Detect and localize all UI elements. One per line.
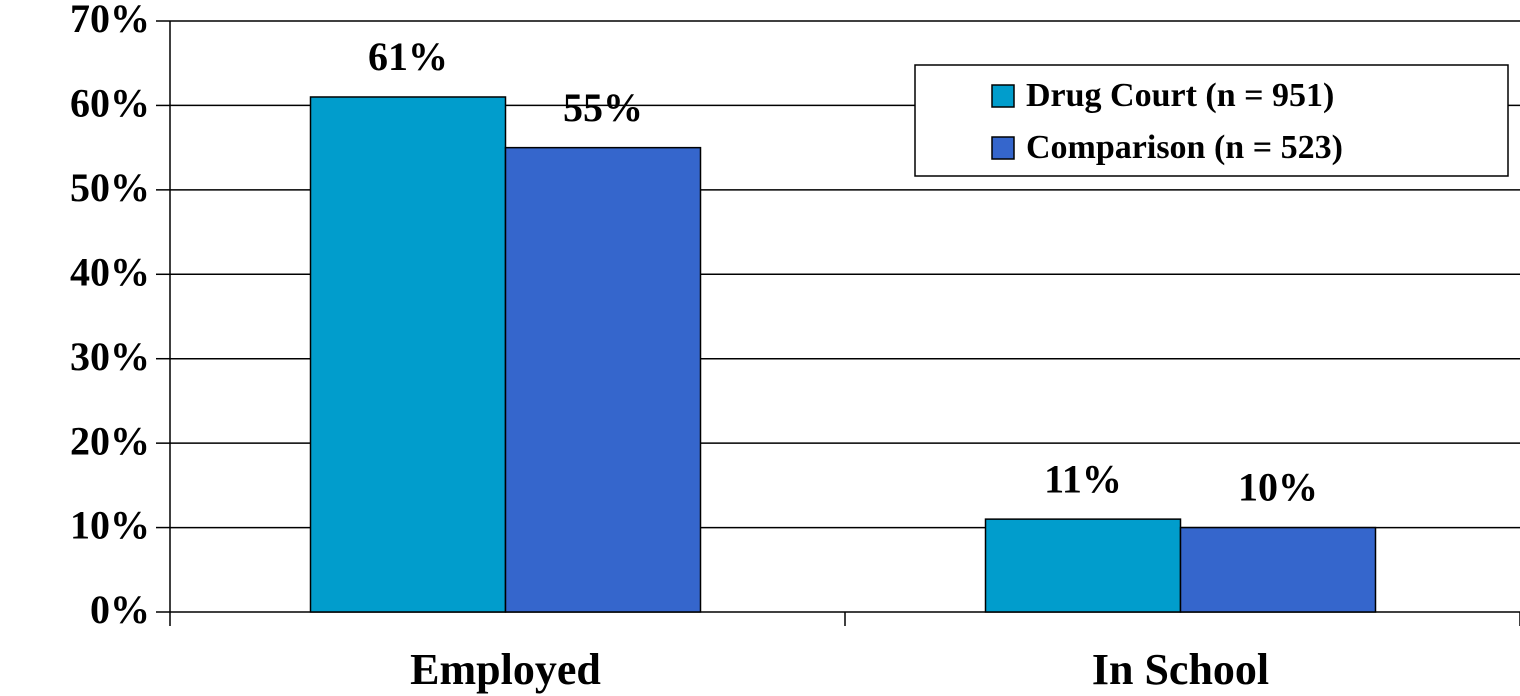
legend-label: Drug Court (n = 951): [1026, 77, 1334, 114]
value-label: 61%: [368, 34, 448, 79]
bar: [504, 146, 702, 613]
value-label: 11%: [1044, 456, 1122, 501]
y-tick-label: 60%: [70, 81, 150, 126]
bar: [984, 518, 1182, 613]
y-tick-label: 50%: [70, 165, 150, 210]
y-tick-label: 30%: [70, 334, 150, 379]
legend: Drug Court (n = 951) Comparison (n = 523): [914, 64, 1509, 177]
y-tick-label: 10%: [70, 503, 150, 548]
legend-swatch: [991, 136, 1015, 160]
y-tick-label: 0%: [90, 587, 150, 632]
y-tick-label: 40%: [70, 249, 150, 294]
x-tick-label: In School: [1092, 645, 1269, 694]
y-tick-label: 20%: [70, 418, 150, 463]
x-tick-label: Employed: [410, 645, 601, 694]
value-label: 55%: [563, 85, 643, 130]
y-tick-label: 70%: [70, 0, 150, 41]
legend-swatch: [991, 84, 1015, 108]
legend-label: Comparison (n = 523): [1026, 129, 1343, 166]
value-label: 10%: [1238, 465, 1318, 510]
bar: [1179, 526, 1377, 613]
bar: [309, 96, 507, 613]
